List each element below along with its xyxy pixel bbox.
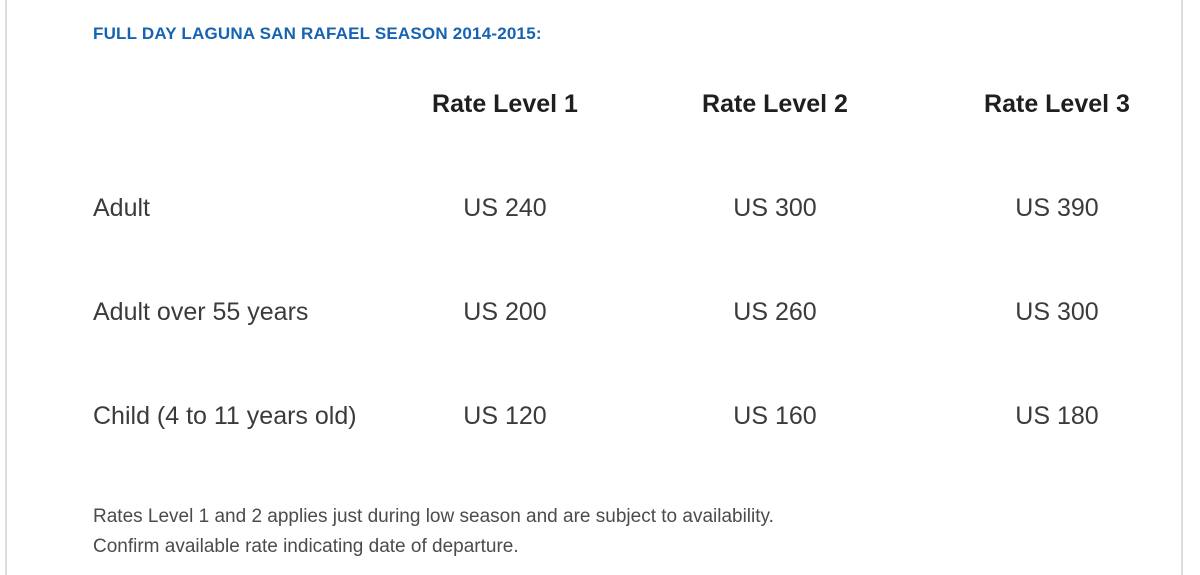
rate-cell-child-level-3: US 180 — [1015, 401, 1099, 430]
rate-cell-adult-over-55-level-2: US 260 — [733, 297, 817, 326]
row-label-child: Child (4 to 11 years old) — [93, 401, 357, 430]
column-header-rate-level-3: Rate Level 3 — [984, 89, 1130, 118]
note-line-confirm: Confirm available rate indicating date o… — [93, 536, 519, 557]
row-label-adult-over-55: Adult over 55 years — [93, 297, 309, 326]
page-title: FULL DAY LAGUNA SAN RAFAEL SEASON 2014-2… — [93, 24, 542, 43]
footnotes: Rates Level 1 and 2 applies just during … — [93, 502, 1181, 562]
rate-cell-adult-over-55-level-1: US 200 — [463, 297, 547, 326]
row-label-adult: Adult — [93, 193, 150, 222]
rate-cell-adult-level-2: US 300 — [733, 193, 817, 222]
rate-cell-adult-level-3: US 390 — [1015, 193, 1099, 222]
column-header-rate-level-2: Rate Level 2 — [702, 89, 848, 118]
page-panel: FULL DAY LAGUNA SAN RAFAEL SEASON 2014-2… — [5, 0, 1183, 575]
rates-table: Rate Level 1 Rate Level 2 Rate Level 3 A… — [93, 52, 1181, 468]
note-line-availability: Rates Level 1 and 2 applies just during … — [93, 506, 774, 527]
column-header-rate-level-1: Rate Level 1 — [432, 89, 578, 118]
page-content: FULL DAY LAGUNA SAN RAFAEL SEASON 2014-2… — [7, 0, 1181, 562]
rate-cell-child-level-2: US 160 — [733, 401, 817, 430]
rate-cell-adult-over-55-level-3: US 300 — [1015, 297, 1099, 326]
rate-cell-adult-level-1: US 240 — [463, 193, 547, 222]
rate-cell-child-level-1: US 120 — [463, 401, 547, 430]
